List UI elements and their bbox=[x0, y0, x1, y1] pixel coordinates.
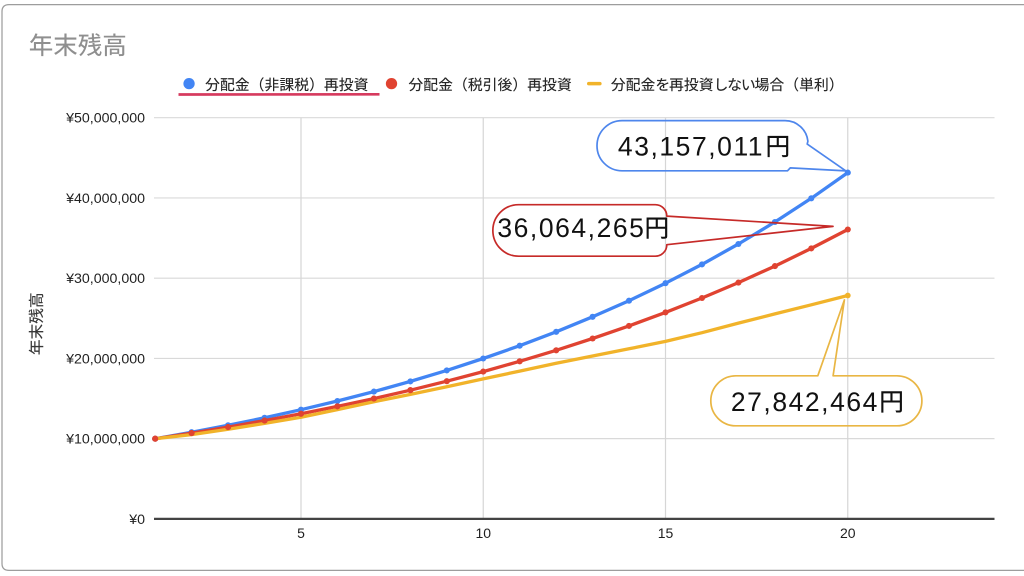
svg-text:20: 20 bbox=[840, 525, 856, 541]
svg-text:¥50,000,000: ¥50,000,000 bbox=[65, 111, 145, 127]
svg-text:¥20,000,000: ¥20,000,000 bbox=[65, 351, 145, 367]
svg-text:10: 10 bbox=[475, 525, 491, 541]
svg-text:27,842,464: 27,842,464 bbox=[731, 387, 879, 417]
svg-text:¥10,000,000: ¥10,000,000 bbox=[65, 432, 145, 448]
svg-text:36,064,265: 36,064,265 bbox=[497, 213, 645, 243]
svg-text:15: 15 bbox=[658, 525, 674, 541]
svg-text:43,157,011: 43,157,011 bbox=[618, 131, 764, 161]
svg-text:5: 5 bbox=[297, 525, 305, 541]
svg-text:¥30,000,000: ¥30,000,000 bbox=[65, 271, 145, 287]
svg-text:¥40,000,000: ¥40,000,000 bbox=[65, 191, 145, 207]
svg-text:¥0: ¥0 bbox=[128, 512, 145, 528]
